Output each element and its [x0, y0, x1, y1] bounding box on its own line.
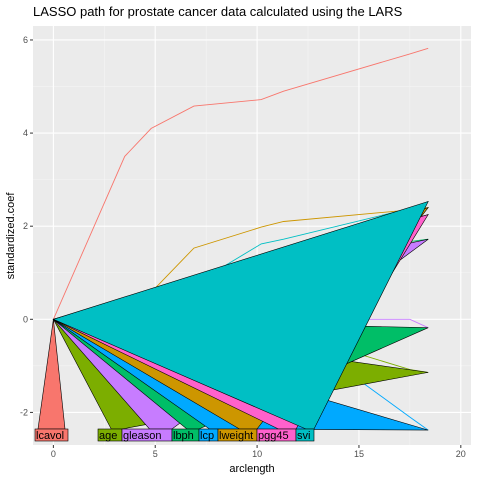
y-tick-label: -2: [20, 407, 28, 417]
label-text-lweight: lweight: [219, 430, 253, 442]
x-tick-label: 20: [456, 449, 466, 459]
label-text-svi: svi: [297, 430, 310, 442]
label-text-pgg45: pgg45: [258, 430, 289, 442]
y-axis-ticks: -2 0 2 4 6: [20, 35, 33, 417]
label-text-lbph: lbph: [173, 430, 194, 442]
series-line-lcavol: [52, 47, 429, 320]
coefficient-labels: lcavol age gleason lbph lcp lweight pgg45 svi: [34, 428, 315, 442]
label-text-lcp: lcp: [200, 430, 214, 442]
label-text-age: age: [99, 430, 117, 442]
label-text-lcavol: lcavol: [36, 430, 64, 442]
x-axis-ticks: 0 5 10 15 20: [51, 445, 466, 459]
chart-title: LASSO path for prostate cancer data calc…: [33, 4, 403, 19]
y-axis-title: standardized.coef: [5, 192, 17, 280]
label-box-svi: [295, 428, 315, 442]
x-tick-label: 5: [153, 449, 158, 459]
y-tick-label: 6: [23, 35, 28, 45]
label-text-gleason: gleason: [123, 430, 162, 442]
x-axis-title: arclength: [229, 463, 274, 475]
x-tick-label: 0: [51, 449, 56, 459]
x-tick-label: 10: [252, 449, 262, 459]
y-tick-label: 2: [23, 221, 28, 231]
y-tick-label: 4: [23, 128, 28, 138]
label-box-lcavol: [34, 428, 69, 442]
y-tick-label: 0: [23, 314, 28, 324]
label-pointers: [37, 201, 430, 431]
x-tick-label: 15: [354, 449, 364, 459]
